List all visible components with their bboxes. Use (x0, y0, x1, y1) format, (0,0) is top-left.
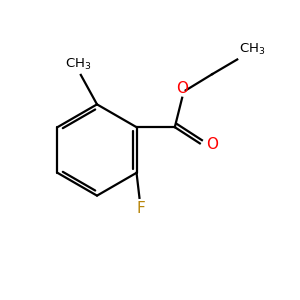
Text: O: O (206, 137, 218, 152)
Text: CH$_3$: CH$_3$ (64, 57, 91, 72)
Text: CH$_3$: CH$_3$ (239, 42, 265, 57)
Text: F: F (136, 201, 145, 216)
Text: O: O (176, 81, 188, 96)
